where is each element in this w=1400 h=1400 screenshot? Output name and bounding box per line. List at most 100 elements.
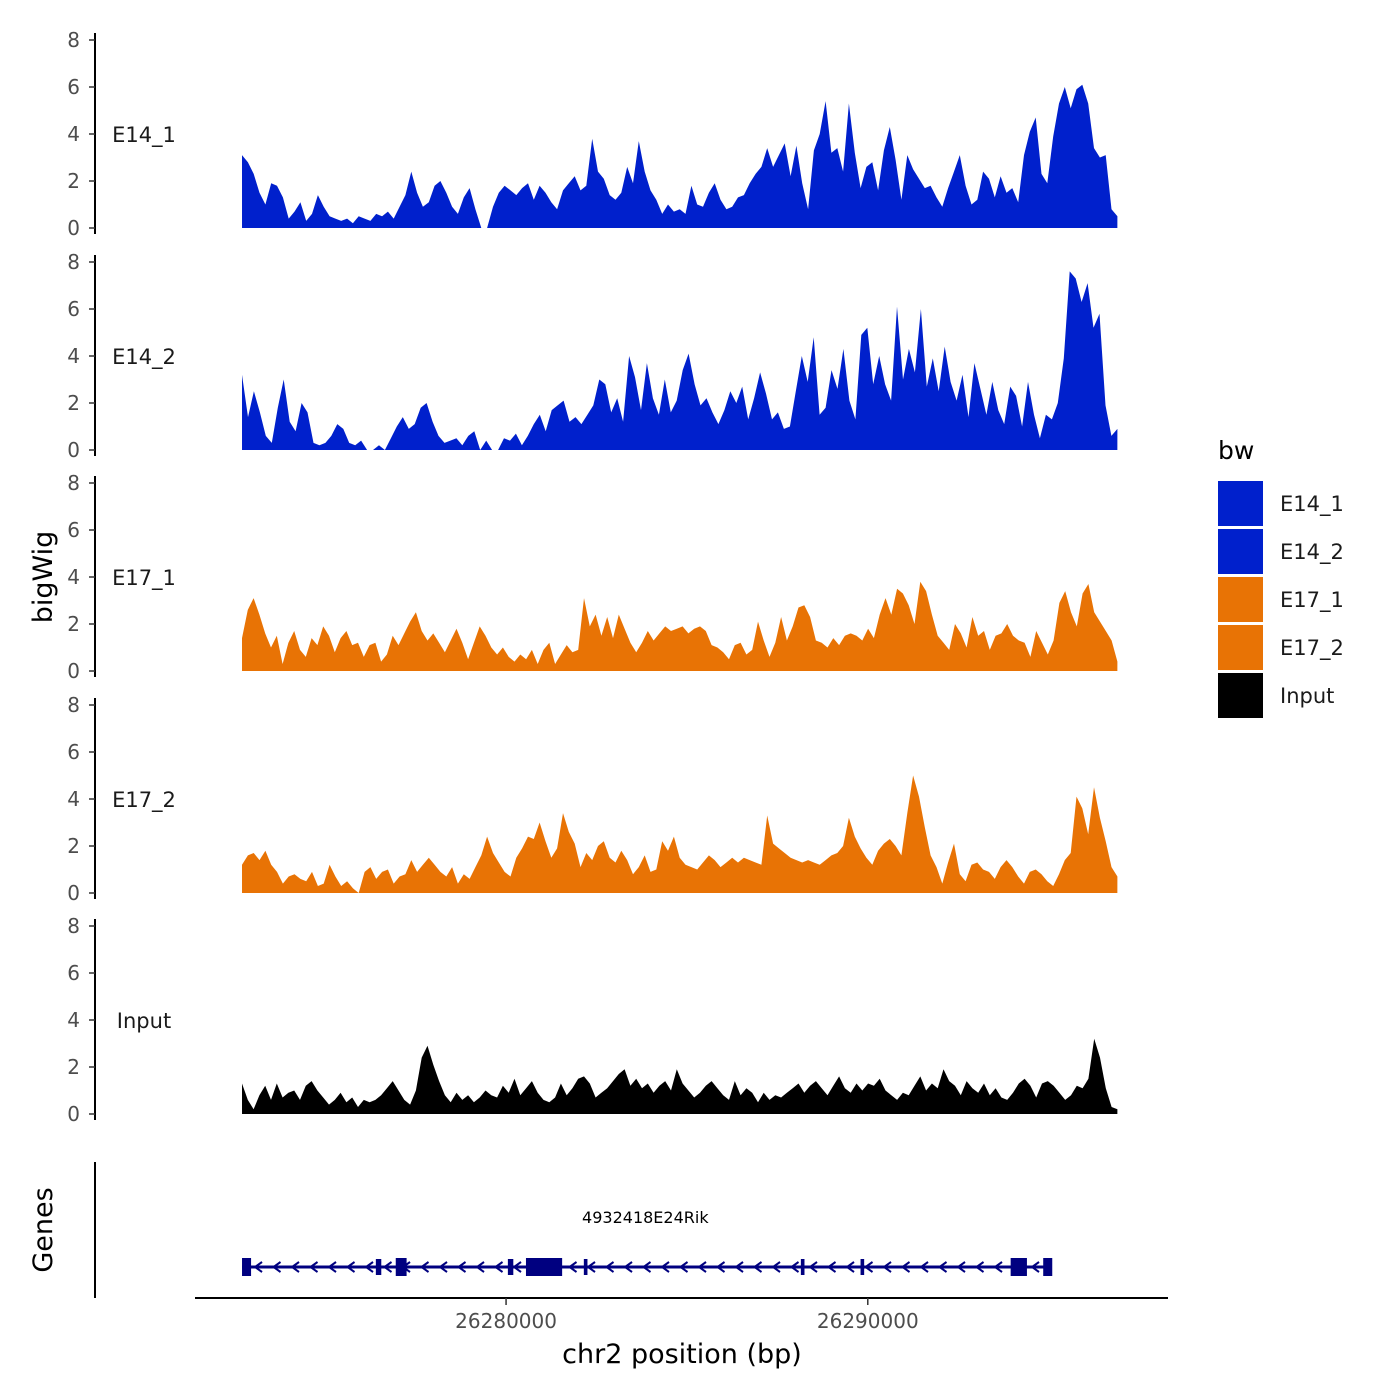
track-E17_2: 0 2 4 6 8 E17_2 bbox=[67, 693, 1118, 905]
strand-arrow bbox=[956, 1261, 966, 1273]
signal-area-E17_2 bbox=[242, 775, 1118, 893]
strand-arrow bbox=[919, 1261, 929, 1273]
track-label: E14_2 bbox=[112, 345, 176, 370]
track-label: E17_2 bbox=[112, 788, 176, 813]
track-label: E14_1 bbox=[112, 123, 176, 148]
track-label: E17_1 bbox=[112, 566, 176, 591]
strand-arrow bbox=[345, 1261, 356, 1273]
y-tick-label: 0 bbox=[67, 659, 80, 683]
track-Input: 0 2 4 6 8 Input bbox=[67, 914, 1118, 1126]
y-tick-label: 4 bbox=[67, 565, 80, 589]
strand-arrow bbox=[1030, 1261, 1040, 1273]
strand-arrow bbox=[734, 1261, 744, 1273]
y-tick-label: 0 bbox=[67, 438, 80, 462]
legend-label: E14_1 bbox=[1280, 492, 1344, 517]
strand-arrow bbox=[993, 1261, 1003, 1273]
y-tick-label: 2 bbox=[67, 1055, 80, 1079]
strand-arrow bbox=[882, 1261, 892, 1273]
exon bbox=[1043, 1258, 1053, 1276]
strand-arrow bbox=[752, 1261, 763, 1273]
y-tick-label: 6 bbox=[67, 75, 80, 99]
strand-arrow bbox=[808, 1261, 818, 1273]
y-tick-label: 8 bbox=[67, 693, 80, 717]
strand-arrow bbox=[364, 1261, 374, 1273]
strand-arrow bbox=[308, 1261, 319, 1273]
y-tick-label: 4 bbox=[67, 787, 80, 811]
y-axis-title: bigWig bbox=[28, 531, 59, 624]
signal-tracks: 0 2 4 6 8 E14_1 0 2 4 6 8 E14_2 0 2 4 6 8 E17_1 0 2 4 6 8 E17_2… bbox=[67, 28, 1118, 1126]
gene-label: 4932418E24Rik bbox=[582, 1208, 709, 1227]
exon bbox=[375, 1259, 382, 1275]
strand-arrow bbox=[567, 1261, 578, 1273]
signal-area-E14_2 bbox=[242, 271, 1118, 450]
strand-arrow bbox=[290, 1261, 300, 1273]
y-tick-label: 6 bbox=[67, 740, 80, 764]
legend-key-E17_1 bbox=[1218, 577, 1263, 622]
strand-arrow bbox=[678, 1261, 689, 1273]
strand-arrow bbox=[475, 1261, 485, 1273]
exon bbox=[583, 1259, 588, 1275]
strand-arrow bbox=[623, 1261, 633, 1273]
strand-arrow bbox=[419, 1261, 430, 1273]
y-tick-label: 6 bbox=[67, 961, 80, 985]
strand-arrow bbox=[512, 1261, 522, 1273]
y-tick-label: 8 bbox=[67, 914, 80, 938]
track-E17_1: 0 2 4 6 8 E17_1 bbox=[67, 471, 1118, 683]
y-tick-label: 0 bbox=[67, 1102, 80, 1126]
y-tick-label: 4 bbox=[67, 122, 80, 146]
exon bbox=[242, 1258, 252, 1276]
strand-arrow bbox=[493, 1261, 504, 1273]
legend: bw E14_1 E14_2 E17_1 E17_2 Input bbox=[1218, 436, 1344, 718]
legend-label: E14_2 bbox=[1280, 540, 1344, 565]
strand-arrow bbox=[863, 1261, 874, 1273]
legend-key-E14_2 bbox=[1218, 529, 1263, 574]
strand-arrow bbox=[826, 1261, 837, 1273]
y-tick-label: 2 bbox=[67, 612, 80, 636]
x-axis-title: chr2 position (bp) bbox=[562, 1339, 802, 1370]
y-tick-label: 4 bbox=[67, 344, 80, 368]
strand-arrow bbox=[974, 1261, 985, 1273]
track-E14_2: 0 2 4 6 8 E14_2 bbox=[67, 250, 1118, 462]
y-tick-label: 2 bbox=[67, 391, 80, 415]
y-tick-label: 6 bbox=[67, 518, 80, 542]
strand-arrow bbox=[604, 1261, 615, 1273]
signal-area-E17_1 bbox=[242, 581, 1118, 671]
legend-title: bw bbox=[1218, 436, 1254, 465]
strand-arrow bbox=[771, 1261, 781, 1273]
genes-axis-title: Genes bbox=[28, 1187, 59, 1272]
exon bbox=[525, 1258, 563, 1276]
y-tick-label: 4 bbox=[67, 1008, 80, 1032]
gene-track: 4932418E24Rik bbox=[94, 1162, 1053, 1298]
y-tick-label: 2 bbox=[67, 834, 80, 858]
exon bbox=[507, 1259, 514, 1275]
strand-arrow bbox=[327, 1261, 337, 1273]
signal-area-E14_1 bbox=[242, 84, 1118, 228]
y-tick-label: 8 bbox=[67, 471, 80, 495]
strand-arrow bbox=[641, 1261, 652, 1273]
strand-arrow bbox=[715, 1261, 726, 1273]
y-tick-label: 0 bbox=[67, 216, 80, 240]
strand-arrow bbox=[438, 1261, 448, 1273]
legend-key-E14_1 bbox=[1218, 481, 1263, 526]
legend-key-Input bbox=[1218, 673, 1263, 718]
strand-arrow bbox=[660, 1261, 670, 1273]
y-tick-label: 0 bbox=[67, 881, 80, 905]
strand-arrow bbox=[586, 1261, 596, 1273]
exon bbox=[800, 1259, 805, 1275]
strand-arrow bbox=[382, 1261, 393, 1273]
strand-arrow bbox=[900, 1261, 911, 1273]
legend-key-E17_2 bbox=[1218, 625, 1263, 670]
exon bbox=[395, 1258, 407, 1276]
strand-arrow bbox=[937, 1261, 948, 1273]
x-tick-label: 26290000 bbox=[817, 1309, 919, 1333]
x-axis: 26280000 26290000 bbox=[195, 1297, 1168, 1333]
y-tick-label: 2 bbox=[67, 169, 80, 193]
strand-arrow bbox=[253, 1261, 263, 1273]
strand-arrow bbox=[789, 1261, 800, 1273]
exon bbox=[1010, 1258, 1027, 1276]
strand-arrow bbox=[697, 1261, 707, 1273]
track-E14_1: 0 2 4 6 8 E14_1 bbox=[67, 28, 1118, 240]
strand-arrow bbox=[456, 1261, 467, 1273]
y-tick-label: 8 bbox=[67, 250, 80, 274]
